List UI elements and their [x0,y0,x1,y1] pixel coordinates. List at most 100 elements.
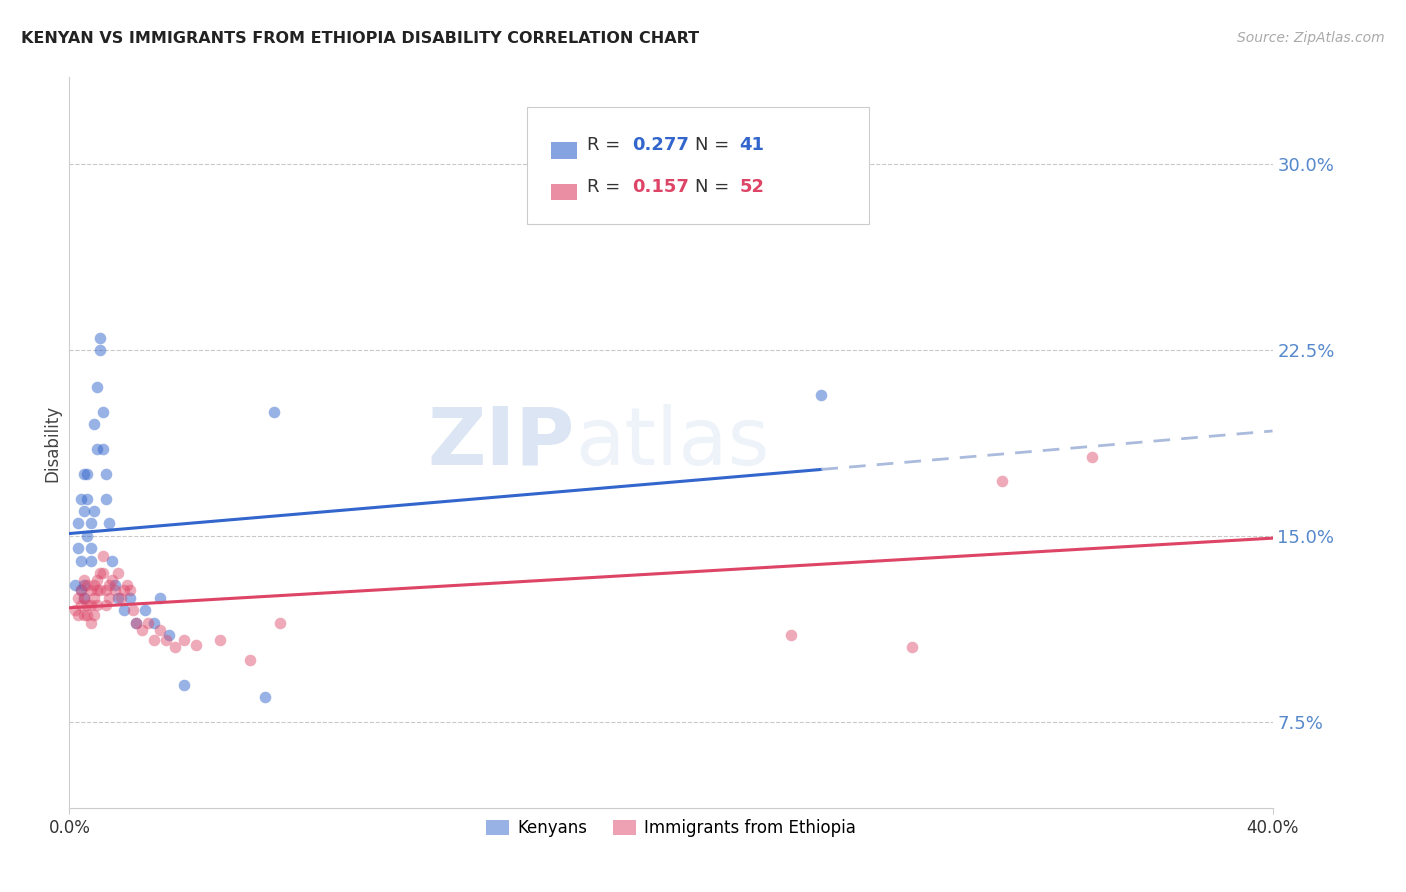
Point [94,599,117,613]
Point [73,591,96,605]
Point [83,578,105,592]
Point [112,603,135,617]
Point [142,632,165,647]
Point [118,583,141,598]
Text: KENYAN VS IMMIGRANTS FROM ETHIOPIA DISABILITY CORRELATION CHART: KENYAN VS IMMIGRANTS FROM ETHIOPIA DISAB… [21,31,699,46]
Point [73,467,96,481]
Text: 41: 41 [740,136,765,154]
Point [100,554,122,568]
Point [89,343,111,357]
Point [79,599,101,613]
Point [163,640,186,655]
Point [76,578,98,592]
Point [97,578,120,592]
Point [73,574,96,588]
Point [70,583,93,598]
Point [83,417,105,432]
Point [124,615,146,630]
Point [89,331,111,345]
Point [79,516,101,531]
Text: ZIP: ZIP [427,404,575,482]
Point [67,608,90,623]
Point [100,574,122,588]
Point [1081,450,1104,464]
Point [103,583,125,598]
Point [94,491,117,506]
Point [76,599,98,613]
Point [780,628,803,642]
Point [173,632,195,647]
FancyBboxPatch shape [551,184,576,200]
Point [136,615,159,630]
Text: 52: 52 [740,178,765,196]
Point [155,632,177,647]
Point [89,566,111,580]
Point [112,583,135,598]
Point [97,591,120,605]
Point [70,491,93,506]
FancyBboxPatch shape [527,107,869,224]
Text: atlas: atlas [575,404,769,482]
Text: R =: R = [586,136,626,154]
Point [86,380,108,394]
Point [65,578,87,592]
Point [86,583,108,598]
Point [134,603,156,617]
Point [103,578,125,592]
Point [83,504,105,518]
Point [263,405,285,419]
Point [184,638,207,652]
Point [810,387,832,401]
Point [157,628,180,642]
Point [70,583,93,598]
Point [269,615,291,630]
Text: N =: N = [695,136,735,154]
Point [173,677,195,691]
Point [91,405,114,419]
Point [76,529,98,543]
Point [124,615,146,630]
Point [83,608,105,623]
Point [76,491,98,506]
FancyBboxPatch shape [551,143,576,159]
Point [73,591,96,605]
Text: N =: N = [695,178,735,196]
Point [97,516,120,531]
Point [70,554,93,568]
Point [107,566,129,580]
Point [79,554,101,568]
Point [149,623,172,637]
Point [79,541,101,556]
Point [115,578,138,592]
Text: Source: ZipAtlas.com: Source: ZipAtlas.com [1237,31,1385,45]
Point [73,578,96,592]
Point [86,599,108,613]
Point [131,623,153,637]
Point [91,442,114,457]
Point [79,615,101,630]
Point [900,640,922,655]
Point [73,504,96,518]
Point [142,615,165,630]
Y-axis label: Disability: Disability [44,404,60,482]
Point [94,583,117,598]
Point [208,632,231,647]
Point [67,541,90,556]
Point [65,603,87,617]
Point [67,591,90,605]
Point [89,583,111,598]
Point [73,608,96,623]
Point [79,583,101,598]
Point [121,603,143,617]
Point [149,591,172,605]
Point [76,608,98,623]
Point [991,475,1014,489]
Point [94,467,117,481]
Text: 0.157: 0.157 [633,178,689,196]
Text: R =: R = [586,178,626,196]
Point [239,653,262,667]
Point [118,591,141,605]
Point [86,574,108,588]
Point [91,549,114,563]
Point [110,591,132,605]
